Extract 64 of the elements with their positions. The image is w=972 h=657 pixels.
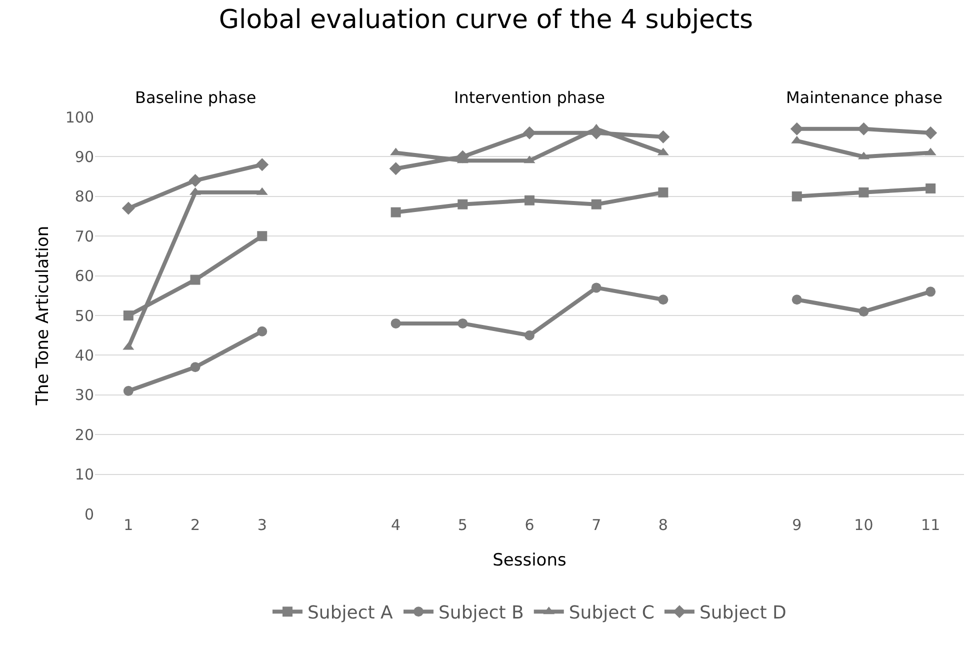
y-tick-label: 100 [65,108,94,126]
y-tick-label: 20 [74,426,94,444]
legend-label: Subject B [438,602,524,624]
y-tick-label: 30 [74,386,94,404]
point [390,207,401,218]
y-tick-label: 0 [84,505,94,524]
y-tick-label: 70 [74,227,94,246]
x-tick-label: 7 [592,516,602,534]
point [524,195,534,206]
point [257,231,268,242]
point [658,294,668,305]
point [123,310,134,320]
point [591,282,602,293]
point [926,183,936,194]
point [458,318,468,328]
point [122,202,135,215]
y-axis-title: The Tone Articulation [32,226,53,406]
point [924,126,938,140]
x-tick-label: 2 [190,516,200,534]
point [792,191,802,202]
y-tick-label: 90 [74,148,94,166]
y-tick-label: 60 [74,267,94,286]
point [390,318,401,328]
y-tick-label: 10 [74,466,94,484]
x-tick-label: 8 [658,516,668,534]
x-tick-label: 1 [124,516,134,534]
point [458,199,468,210]
x-tick-label: 9 [792,516,802,534]
x-axis-title: Sessions [492,550,566,570]
point [857,122,870,136]
point [190,362,200,372]
point [123,386,134,396]
point [858,187,869,198]
x-tick-label: 4 [391,516,401,534]
text: Maintenance phase [786,88,942,107]
point [456,150,470,164]
point [858,306,869,317]
y-tick-label: 50 [74,306,94,325]
point [190,274,200,285]
point [790,122,804,136]
x-tick-label: 3 [257,516,267,534]
y-tick-label: 40 [74,346,94,364]
x-tick-label: 10 [854,516,874,534]
point [256,158,269,172]
point [188,174,202,188]
y-tick-label: 80 [74,188,94,206]
text: Baseline phase [135,88,256,107]
legend-label: Subject A [308,602,394,624]
point [658,187,668,198]
point [792,294,802,305]
point [591,199,602,210]
point [926,286,936,297]
legend-label: Subject C [568,602,654,624]
point [523,126,536,140]
x-tick-label: 5 [458,516,468,534]
chart-title: Global evaluation curve of the 4 subjects [218,5,754,36]
point [524,330,534,340]
x-tick-label: 6 [524,516,534,534]
legend-label: Subject D [699,602,786,624]
point [656,130,670,144]
x-tick-label: 11 [921,516,940,534]
point [389,162,402,176]
text: Intervention phase [454,88,606,107]
point [257,326,268,336]
